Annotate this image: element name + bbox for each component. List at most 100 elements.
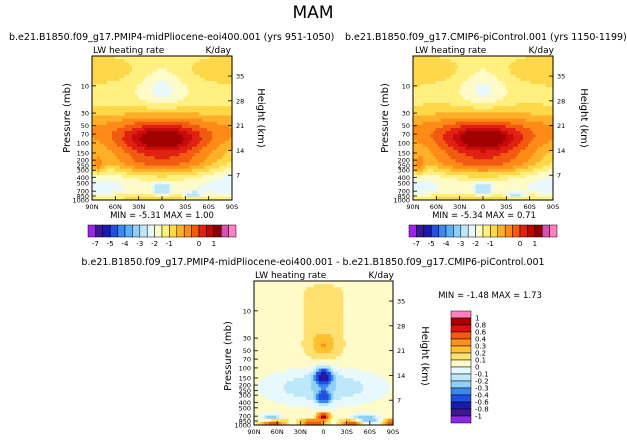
contour-cell (154, 65, 158, 70)
contour-cell (202, 168, 206, 173)
contour-cell (505, 87, 509, 92)
contour-cell (167, 106, 171, 110)
contour-cell (202, 68, 206, 73)
contour-cell (420, 156, 424, 160)
contour-cell (207, 68, 211, 73)
contour-cell (94, 87, 98, 92)
contour-cell (107, 81, 111, 85)
contour-cell (159, 81, 163, 85)
contour-cell (475, 140, 479, 145)
contour-cell (177, 74, 181, 79)
contour-cell (533, 162, 537, 167)
contour-cell (207, 193, 211, 198)
contour-cell (488, 171, 492, 176)
contour-cell (199, 71, 203, 76)
contour-cell (510, 134, 514, 138)
contour-cell (127, 84, 131, 88)
contour-cell (174, 131, 178, 135)
contour-cell (179, 174, 183, 179)
contour-cell (112, 178, 116, 182)
contour-cell (127, 146, 131, 151)
contour-cell (450, 62, 454, 66)
contour-cell (500, 134, 504, 138)
contour-cell (470, 149, 474, 154)
contour-cell (177, 96, 181, 101)
contour-cell (443, 112, 447, 117)
colorbar-swatch (176, 224, 185, 238)
contour-cell (207, 56, 211, 60)
contour-cell (468, 149, 472, 154)
contour-cell (112, 156, 116, 160)
contour-cell (485, 102, 489, 107)
contour-cell (124, 153, 128, 157)
contour-cell (495, 62, 499, 66)
contour-cell (152, 193, 156, 198)
contour-cell (137, 59, 141, 63)
contour-cell (505, 156, 509, 160)
contour-cell (162, 121, 166, 126)
contour-cell (209, 121, 213, 126)
contour-cell (455, 56, 459, 60)
contour-cell (122, 65, 126, 70)
contour-cell (224, 181, 228, 185)
contour-cell (528, 131, 532, 135)
contour-cell (520, 90, 524, 95)
contour-cell (144, 162, 148, 167)
contour-cell (543, 149, 547, 154)
contour-cell (540, 71, 544, 76)
contour-cell (102, 68, 106, 73)
contour-cell (418, 74, 422, 79)
contour-cell (498, 143, 502, 148)
contour-cell (194, 109, 198, 113)
contour-cell (159, 71, 163, 76)
contour-cell (438, 143, 442, 148)
contour-cell (413, 149, 417, 154)
contour-cell (533, 102, 537, 107)
contour-cell (159, 62, 163, 66)
contour-cell (503, 140, 507, 145)
contour-cell (107, 59, 111, 63)
contour-cell (505, 134, 509, 138)
contour-cell (102, 184, 106, 189)
contour-cell (202, 178, 206, 182)
x-tick-label: 30N (132, 203, 145, 211)
contour-cell (194, 184, 198, 189)
contour-cell (199, 128, 203, 132)
contour-cell (475, 165, 479, 170)
contour-cell (498, 115, 502, 120)
contour-cell (470, 134, 474, 138)
contour-cell (530, 165, 534, 170)
contour-cell (428, 81, 432, 85)
contour-cell (109, 62, 113, 66)
contour-cell (543, 121, 547, 126)
contour-cell (475, 59, 479, 63)
contour-cell (473, 102, 477, 107)
contour-cell (453, 168, 457, 173)
contour-cell (202, 65, 206, 70)
contour-cell (528, 96, 532, 101)
contour-cell (189, 99, 193, 104)
contour-cell (132, 68, 136, 73)
contour-cell (428, 102, 432, 107)
contour-cell (207, 134, 211, 138)
contour-cell (187, 121, 191, 126)
contour-cell (418, 137, 422, 142)
contour-cell (199, 56, 203, 60)
contour-cell (119, 62, 123, 66)
contour-cell (102, 81, 106, 85)
contour-cell (119, 96, 123, 101)
contour-cell (152, 184, 156, 189)
contour-cell (465, 118, 469, 123)
contour-cell (520, 159, 524, 164)
contour-cell (97, 106, 101, 110)
contour-cell (438, 59, 442, 63)
contour-cell (157, 118, 161, 123)
contour-cell (104, 149, 108, 154)
contour-cell (164, 93, 168, 98)
contour-cell (207, 115, 211, 120)
contour-cell (458, 168, 462, 173)
contour-cell (513, 149, 517, 154)
contour-cell (455, 109, 459, 113)
contour-cell (174, 156, 178, 160)
contour-cell (470, 68, 474, 73)
